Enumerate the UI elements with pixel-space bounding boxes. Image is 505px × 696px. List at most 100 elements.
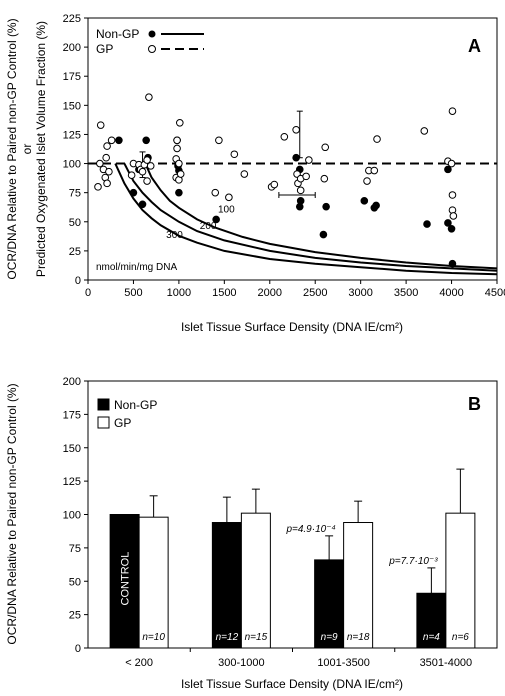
n-label: n=12 bbox=[216, 632, 239, 643]
gp-point bbox=[173, 136, 181, 145]
nongp-point bbox=[115, 136, 123, 145]
nongp-point bbox=[444, 219, 452, 227]
nongp-bar bbox=[109, 514, 140, 649]
curve-label-100: 100 bbox=[218, 204, 235, 215]
gp-point bbox=[449, 212, 458, 220]
y-tick-label-b: 50 bbox=[69, 576, 81, 588]
x-category-label: 3501-4000 bbox=[420, 657, 473, 669]
y-tick-label-b: 125 bbox=[63, 476, 81, 488]
panel-a-plot-frame bbox=[87, 17, 498, 281]
gp-point bbox=[103, 142, 111, 150]
gp-point bbox=[107, 136, 116, 145]
nongp-point bbox=[142, 136, 150, 145]
n-label: n=9 bbox=[321, 632, 338, 643]
x-tick-label-a: 4000 bbox=[439, 287, 463, 299]
gp-point bbox=[211, 188, 220, 197]
panel-a-chart: A Non-GP GP OCR/DNA Relative to Paired n… bbox=[5, 13, 505, 334]
gp-point bbox=[143, 177, 151, 185]
nongp-point bbox=[212, 215, 220, 224]
y-axis-title-a-line1: OCR/DNA Relative to Paired non-GP Contro… bbox=[5, 18, 19, 279]
gp-point bbox=[215, 136, 223, 145]
gp-point bbox=[102, 153, 110, 162]
gp-point bbox=[145, 93, 153, 101]
legend-nongp-marker-a bbox=[148, 30, 156, 38]
y-tick-label-b: 100 bbox=[63, 510, 81, 522]
x-category-label: < 200 bbox=[125, 657, 153, 669]
gp-point bbox=[103, 179, 111, 188]
gp-point bbox=[448, 107, 457, 115]
y-tick-label-b: 25 bbox=[69, 610, 81, 622]
y-tick-label-a: 175 bbox=[63, 71, 81, 83]
legend-nongp-label-b: Non-GP bbox=[114, 398, 157, 412]
y-tick-label-b: 200 bbox=[63, 376, 81, 388]
gp-point bbox=[127, 171, 136, 179]
nongp-point bbox=[129, 188, 138, 197]
nongp-point bbox=[448, 259, 457, 268]
nongp-point bbox=[423, 220, 431, 228]
n-label: n=15 bbox=[245, 632, 268, 643]
gp-point bbox=[96, 121, 105, 129]
y-tick-label-a: 0 bbox=[75, 275, 81, 287]
gp-bar bbox=[240, 512, 271, 649]
y-tick-label-a: 50 bbox=[69, 217, 81, 229]
x-tick-label-a: 1000 bbox=[167, 287, 191, 299]
y-tick-label-a: 25 bbox=[69, 246, 81, 258]
n-label: n=18 bbox=[347, 632, 370, 643]
y-axis-title-a-line2: or bbox=[20, 144, 34, 155]
legend-nongp-label-a: Non-GP bbox=[96, 27, 139, 41]
gp-point bbox=[138, 167, 147, 176]
nongp-point bbox=[175, 188, 183, 197]
panel-a-letter: A bbox=[468, 36, 481, 56]
nongp-point bbox=[292, 153, 300, 162]
n-label: n=6 bbox=[452, 632, 469, 643]
y-tick-label-b: 0 bbox=[75, 643, 81, 655]
x-tick-label-a: 500 bbox=[124, 287, 142, 299]
y-axis-title-b: OCR/DNA Relative to Paired non-GP Contro… bbox=[5, 383, 19, 644]
gp-point bbox=[270, 180, 279, 189]
gp-point bbox=[420, 127, 429, 135]
nongp-point bbox=[444, 165, 452, 174]
x-category-label: 1001-3500 bbox=[317, 657, 370, 669]
x-category-label: 300-1000 bbox=[218, 657, 265, 669]
gp-point bbox=[320, 174, 329, 183]
gp-point bbox=[94, 183, 102, 191]
nongp-bar bbox=[416, 592, 447, 649]
gp-point bbox=[370, 166, 379, 175]
gp-bar bbox=[138, 516, 169, 649]
x-tick-label-a: 0 bbox=[85, 287, 91, 299]
legend-nongp-swatch-b bbox=[97, 398, 110, 411]
y-axis-title-a-line3: Predicted Oxygenated Islet Volume Fracti… bbox=[34, 21, 48, 277]
x-tick-label-a: 1500 bbox=[212, 287, 236, 299]
nongp-point bbox=[138, 200, 147, 209]
gp-point bbox=[448, 191, 457, 199]
legend-gp-marker-a bbox=[148, 45, 156, 53]
panel-b-letter: B bbox=[468, 394, 481, 414]
gp-point bbox=[363, 177, 371, 185]
x-tick-label-a: 4500 bbox=[485, 287, 505, 299]
y-tick-label-a: 75 bbox=[69, 188, 81, 200]
gp-bar bbox=[343, 522, 374, 649]
n-label: n=10 bbox=[142, 632, 165, 643]
gp-bar bbox=[445, 512, 476, 649]
legend-gp-label-b: GP bbox=[114, 416, 131, 430]
gp-point bbox=[225, 193, 233, 202]
legend-gp-swatch-b bbox=[97, 416, 110, 429]
x-tick-label-a: 2500 bbox=[303, 287, 327, 299]
control-bar-label: CONTROL bbox=[120, 552, 132, 606]
n-label: n=4 bbox=[423, 632, 440, 643]
gp-point bbox=[96, 159, 104, 168]
curve-label-200: 200 bbox=[200, 221, 217, 232]
gp-point bbox=[175, 119, 184, 127]
nongp-point bbox=[360, 197, 369, 205]
model-curve-300 bbox=[114, 163, 498, 276]
y-tick-label-b: 150 bbox=[63, 443, 81, 455]
model-curve-200 bbox=[123, 163, 498, 272]
y-tick-label-a: 100 bbox=[63, 159, 81, 171]
y-tick-label-b: 75 bbox=[69, 543, 81, 555]
gp-point bbox=[296, 186, 305, 195]
gp-point bbox=[105, 167, 113, 176]
nongp-point bbox=[296, 197, 305, 205]
x-tick-label-a: 3500 bbox=[394, 287, 418, 299]
gp-point bbox=[240, 170, 249, 178]
